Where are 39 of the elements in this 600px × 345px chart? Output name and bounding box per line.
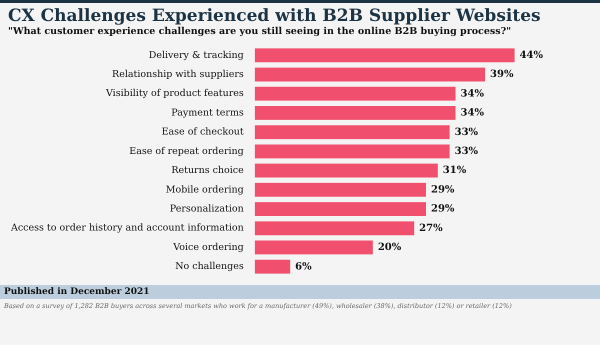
bar	[254, 48, 515, 62]
chart-title: CX Challenges Experienced with B2B Supplier Websites	[8, 6, 542, 26]
y-tick-label: Returns choice	[171, 165, 244, 176]
y-tick-label: Access to order history and account information	[10, 222, 244, 234]
bar	[254, 106, 456, 120]
bar	[254, 144, 450, 158]
text: Published in December 2021	[0, 285, 600, 299]
data-label: 33%	[454, 126, 479, 138]
data-label: 27%	[419, 222, 444, 234]
bar	[254, 68, 486, 82]
bar	[254, 221, 414, 236]
data-label: 29%	[430, 184, 455, 196]
bar	[254, 202, 426, 216]
data-label: 34%	[460, 88, 484, 100]
y-tick-label: No challenges	[175, 261, 244, 272]
bar	[254, 86, 456, 101]
y-tick-label: Visibility of product features	[104, 88, 244, 100]
y-tick-label: Personalization	[170, 204, 244, 215]
y-tick-label: Payment terms	[171, 107, 244, 118]
bar	[254, 164, 438, 178]
y-tick-label: Delivery & tracking	[148, 50, 244, 61]
data-label: 29%	[430, 204, 455, 215]
y-tick-label: Mobile ordering	[166, 184, 244, 196]
y-tick-label: Voice ordering	[172, 242, 244, 253]
y-tick-label: Relationship with suppliers	[112, 68, 244, 80]
data-label: 39%	[490, 69, 514, 80]
data-label: 44%	[520, 50, 544, 61]
chart-subtitle: "What customer experience challenges are you still seeing in the online B2B buying process?"	[8, 26, 512, 37]
bar	[254, 240, 373, 254]
data-label: 31%	[442, 165, 467, 176]
bar	[254, 260, 290, 274]
data-label: 6%	[295, 261, 312, 272]
bar	[254, 125, 450, 140]
bar	[254, 182, 426, 197]
data-label: 33%	[454, 146, 479, 157]
data-label: 34%	[460, 108, 484, 119]
data-label: 20%	[378, 242, 402, 254]
y-tick-label: Ease of repeat ordering	[129, 146, 244, 157]
y-tick-label: Ease of checkout	[162, 126, 244, 138]
